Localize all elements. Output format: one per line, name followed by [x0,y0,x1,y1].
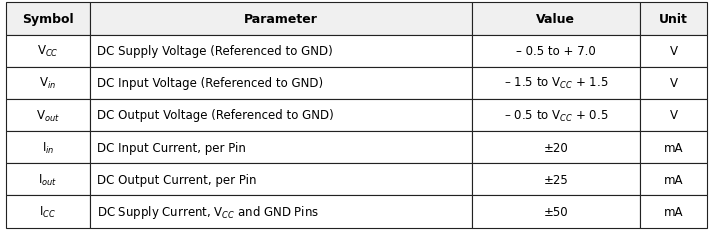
Bar [640,164,707,195]
Bar [91,195,472,228]
Bar [472,3,640,36]
Text: DC Supply Current, V$_{CC}$ and GND Pins: DC Supply Current, V$_{CC}$ and GND Pins [98,203,319,220]
Bar [472,100,640,131]
Bar [91,131,472,164]
Text: V: V [670,109,677,122]
Text: V: V [670,45,677,58]
Bar [640,100,707,131]
Text: I$_{CC}$: I$_{CC}$ [39,204,56,219]
Bar [640,131,707,164]
Bar [6,67,91,100]
Bar [6,100,91,131]
Text: mA: mA [664,205,683,218]
Text: DC Output Voltage (Referenced to GND): DC Output Voltage (Referenced to GND) [98,109,334,122]
Bar [640,36,707,67]
Bar [472,164,640,195]
Text: I$_{out}$: I$_{out}$ [39,172,58,187]
Bar [472,67,640,100]
Text: I$_{in}$: I$_{in}$ [41,140,54,155]
Bar [640,3,707,36]
Text: – 0.5 to V$_{CC}$ + 0.5: – 0.5 to V$_{CC}$ + 0.5 [503,108,608,123]
Text: DC Output Current, per Pin: DC Output Current, per Pin [98,173,257,186]
Text: V: V [670,77,677,90]
Bar [6,36,91,67]
Text: DC Supply Voltage (Referenced to GND): DC Supply Voltage (Referenced to GND) [98,45,333,58]
Text: – 1.5 to V$_{CC}$ + 1.5: – 1.5 to V$_{CC}$ + 1.5 [503,76,608,91]
Bar [640,67,707,100]
Text: V$_{in}$: V$_{in}$ [39,76,56,91]
Bar [6,164,91,195]
Bar [640,195,707,228]
Bar [91,67,472,100]
Text: ±20: ±20 [543,141,568,154]
Text: Symbol: Symbol [22,13,73,26]
Bar [91,3,472,36]
Text: Value: Value [536,13,575,26]
Bar [6,3,91,36]
Text: V$_{CC}$: V$_{CC}$ [37,44,58,59]
Text: – 0.5 to + 7.0: – 0.5 to + 7.0 [516,45,596,58]
Text: Parameter: Parameter [245,13,318,26]
Bar [91,36,472,67]
Bar [91,100,472,131]
Bar [472,36,640,67]
Text: DC Input Current, per Pin: DC Input Current, per Pin [98,141,246,154]
Text: ±50: ±50 [543,205,568,218]
Bar [472,195,640,228]
Bar [91,164,472,195]
Text: ±25: ±25 [543,173,568,186]
Text: DC Input Voltage (Referenced to GND): DC Input Voltage (Referenced to GND) [98,77,324,90]
Text: Unit: Unit [659,13,688,26]
Text: mA: mA [664,173,683,186]
Bar [6,195,91,228]
Text: mA: mA [664,141,683,154]
Text: V$_{out}$: V$_{out}$ [36,108,60,123]
Bar [6,131,91,164]
Bar [472,131,640,164]
